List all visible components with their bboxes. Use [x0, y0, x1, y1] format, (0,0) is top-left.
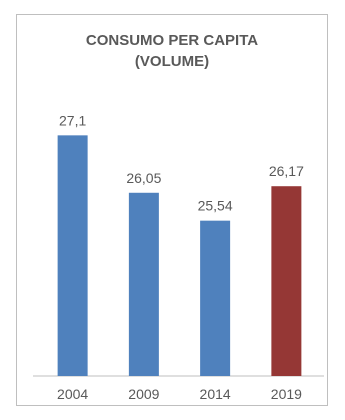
chart-title: CONSUMO PER CAPITA (VOLUME) [16, 30, 328, 72]
bar-2009 [128, 192, 159, 376]
chart-title-line-1: CONSUMO PER CAPITA [85, 32, 259, 49]
bar-2014 [200, 220, 231, 376]
data-label-2019: 26,17 [269, 163, 304, 179]
data-label-2014: 25,54 [198, 198, 233, 214]
data-label-2004: 27,1 [59, 112, 86, 128]
x-tick-label-2009: 2009 [128, 386, 159, 402]
x-tick-label-2004: 2004 [57, 386, 88, 402]
data-label-2009: 26,05 [126, 170, 161, 186]
x-tick-label-2014: 2014 [200, 386, 231, 402]
x-tick-label-2019: 2019 [271, 386, 302, 402]
bar-2019 [271, 186, 302, 376]
bar-2004 [57, 135, 88, 376]
chart-title-line-2: (VOLUME) [134, 53, 210, 70]
